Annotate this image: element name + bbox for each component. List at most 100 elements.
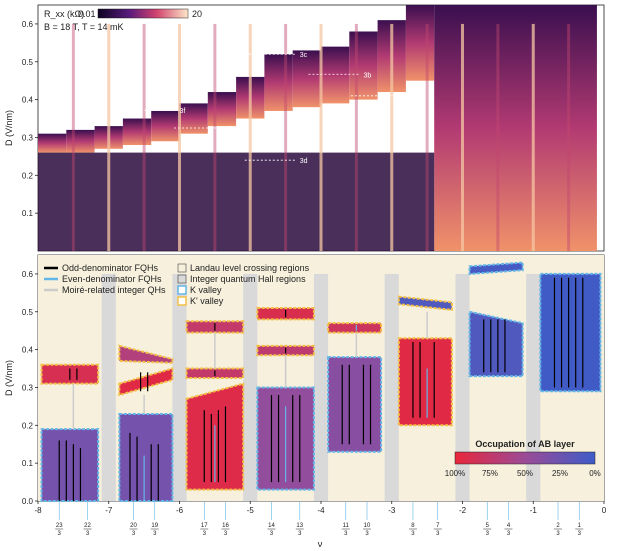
schematic-xtick-label: -4 [317, 506, 325, 515]
heatmap-feature-line [390, 23, 394, 251]
schematic-xtick-label: -1 [530, 506, 538, 515]
heatmap-annotation-label: 3c [300, 52, 308, 59]
schematic-xtick-label: -6 [176, 506, 184, 515]
schematic-xticks: -8 -7 -6 -5 -4 -3 -2 -1 0 [34, 501, 607, 515]
heatmap-conditions: B = 18 T, T = 14 mK [44, 22, 124, 32]
valley-region [327, 322, 383, 334]
schematic-panel: 0.00.10.20.30.40.50.6 -8 -7 -6 -5 -4 -3 -2 -1 0 … [4, 254, 607, 549]
heatmap-annotation-label: 3e [229, 126, 237, 133]
heatmap-stripe [66, 129, 95, 153]
fraction-denominator: 3 [224, 531, 228, 537]
heatmap-feature-line [461, 23, 464, 251]
heatmap-feature-line [531, 23, 535, 251]
schematic-xtick-label: 0 [602, 506, 607, 515]
integer-qh-band [384, 273, 399, 501]
top-colorbar-min: 0.01 [78, 9, 96, 19]
legend-label: K' valley [190, 296, 224, 306]
valley-region [327, 356, 383, 453]
fraction-denominator: 3 [365, 531, 369, 537]
schematic-ytick-label: 0.6 [22, 270, 34, 279]
heatmap-ytick-label: 0.1 [22, 209, 34, 218]
heatmap-ytick-label: 0.4 [22, 96, 34, 105]
heatmap-stripe [122, 118, 152, 146]
fraction-numerator: 19 [151, 523, 158, 529]
schematic-xtick-label: -2 [459, 506, 467, 515]
valley-region [468, 310, 524, 378]
fraction-numerator: 13 [296, 523, 303, 529]
heatmap-stripe [405, 5, 435, 81]
heatmap-feature-line [213, 23, 217, 251]
fraction-numerator: 10 [364, 523, 371, 529]
top-colorbar-max: 20 [192, 9, 202, 19]
occupation-colorbar-bar [454, 451, 596, 465]
fraction-denominator: 3 [578, 531, 582, 537]
occupation-colorbar-tick: 100% [445, 469, 465, 478]
schematic-ytick-label: 0.2 [22, 421, 34, 430]
integer-qh-band [101, 273, 116, 501]
fraction-denominator: 3 [556, 531, 560, 537]
legend-label: Landau level crossing regions [190, 263, 310, 273]
heatmap-stripe [264, 54, 293, 111]
fraction-numerator: 22 [84, 523, 91, 529]
occupation-colorbar-tick: 75% [482, 469, 498, 478]
schematic-ytick-label: 0.3 [22, 383, 34, 392]
valley-region [40, 428, 100, 502]
occupation-colorbar-tick: 25% [552, 469, 568, 478]
fraction-numerator: 7 [436, 523, 440, 529]
top-colorbar [97, 8, 189, 19]
fraction-numerator: 2 [556, 523, 560, 529]
fraction-denominator: 3 [411, 531, 415, 537]
fraction-numerator: 16 [222, 523, 229, 529]
heatmap-ytick-label: 0.6 [22, 20, 34, 29]
legend-swatch [177, 285, 187, 295]
heatmap-ytick-label: 0.3 [22, 133, 34, 142]
integer-qh-band [455, 273, 470, 501]
fraction-denominator: 3 [486, 531, 490, 537]
fraction-denominator: 3 [86, 531, 90, 537]
legend-swatch [177, 263, 187, 273]
legend-label: Even-denominator FQHs [62, 274, 162, 284]
heatmap-ylabel: D (V/nm) [4, 110, 14, 146]
fraction-denominator: 3 [344, 531, 348, 537]
valley-region [118, 412, 174, 502]
heatmap-vlines [71, 23, 571, 251]
heatmap-ytick-label: 0.2 [22, 171, 34, 180]
heatmap-annotation-label: 3a [406, 94, 414, 101]
heatmap-annotation-label: 3b [363, 72, 371, 79]
integer-qh-band [526, 273, 541, 501]
valley-region [397, 337, 453, 427]
legend-label: Moiré-related integer QHs [62, 285, 166, 295]
heatmap-stripe [151, 110, 180, 142]
integer-qh-band [172, 273, 187, 501]
fraction-denominator: 3 [132, 531, 136, 537]
heatmap-lowD-region [38, 152, 435, 251]
heatmap-feature-line [107, 23, 111, 251]
schematic-xtick-label: -7 [105, 506, 113, 515]
heatmap-yticks: 0.1 0.2 0.3 0.4 0.5 0.6 [22, 20, 38, 218]
legend-swatch [177, 274, 187, 284]
fraction-numerator: 4 [507, 523, 511, 529]
valley-region [118, 367, 174, 397]
fraction-numerator: 1 [578, 523, 582, 529]
legend-label: Integer quantum Hall regions [190, 274, 306, 284]
heatmap-feature-line [496, 23, 500, 251]
fraction-numerator: 11 [343, 523, 350, 529]
fraction-denominator: 3 [270, 531, 274, 537]
heatmap-feature-line [319, 23, 323, 251]
fraction-numerator: 14 [268, 523, 275, 529]
occupation-colorbar-tick: 50% [517, 469, 533, 478]
schematic-xtick-label: -3 [388, 506, 396, 515]
heatmap-feature-line [178, 23, 181, 251]
heatmap-stripe [292, 50, 321, 108]
heatmap-feature-line [142, 23, 146, 251]
occupation-colorbar-tick: 0% [589, 469, 601, 478]
fraction-denominator: 3 [298, 531, 302, 537]
fraction-numerator: 17 [201, 523, 208, 529]
schematic-ytick-label: 0.4 [22, 346, 34, 355]
valley-region [468, 261, 524, 275]
fraction-denominator: 3 [436, 531, 440, 537]
heatmap-feature-line [284, 23, 288, 251]
valley-region [539, 272, 602, 393]
